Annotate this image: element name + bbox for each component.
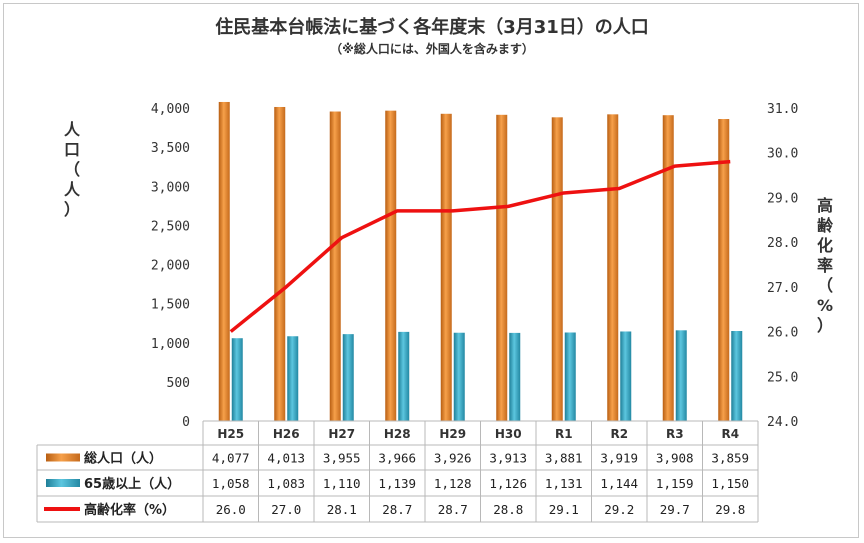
x-tick-label: R4 — [721, 427, 739, 441]
bar-total-population — [607, 114, 619, 421]
bar-65-and-over — [398, 331, 410, 421]
table-cell: 29.1 — [549, 502, 579, 517]
table-cell: 28.7 — [382, 502, 412, 517]
table-cell: 28.1 — [327, 502, 357, 517]
line-aging-rate — [229, 159, 731, 333]
bar-total-population — [718, 119, 730, 421]
y-tick-left: 1,500 — [151, 298, 190, 313]
table-cell: 3,919 — [600, 451, 638, 466]
bar-total-population — [218, 101, 230, 422]
y-axis-label-right: 高齢化率（%） — [816, 196, 834, 335]
y-tick-left: 4,000 — [151, 102, 190, 117]
bar-65-and-over — [453, 332, 465, 421]
table-cell: 1,126 — [489, 476, 527, 491]
x-tick-label: H28 — [384, 427, 411, 441]
table-cell: 3,881 — [545, 451, 583, 466]
bar-65-and-over — [342, 334, 354, 421]
y-tick-left: 3,000 — [151, 180, 190, 195]
chart-subtitle: （※総人口には、外国人を含みます） — [330, 42, 534, 56]
y-tick-right: 30.0 — [767, 147, 798, 162]
legend-swatch — [46, 453, 80, 462]
bar-65-and-over — [675, 330, 687, 421]
y-tick-left: 3,500 — [151, 141, 190, 156]
table-cell: 28.7 — [438, 502, 468, 517]
y-tick-right: 28.0 — [767, 236, 798, 251]
bar-total-population — [274, 106, 286, 421]
legend-label: 65歳以上（人） — [84, 476, 180, 492]
bar-total-population — [496, 114, 508, 422]
chart-title: 住民基本台帳法に基づく各年度末（3月31日）の人口 — [215, 17, 649, 38]
y-tick-right: 25.0 — [767, 370, 798, 385]
x-tick-label: H25 — [217, 427, 244, 441]
bar-65-and-over — [564, 332, 576, 421]
table-cell: 1,058 — [212, 476, 250, 491]
bar-65-and-over — [231, 338, 243, 421]
legend-label: 高齢化率（%） — [84, 502, 175, 518]
y-tick-right: 27.0 — [767, 281, 798, 296]
y-axis-label-left: 人口（人） — [63, 120, 80, 219]
table-cell: 1,150 — [711, 476, 749, 491]
x-tick-label: H30 — [495, 427, 522, 441]
table-cell: 27.0 — [271, 502, 301, 517]
table-cell: 28.8 — [493, 502, 523, 517]
y-tick-left: 2,000 — [151, 259, 190, 274]
y-tick-left: 2,500 — [151, 219, 190, 234]
chart-frame — [3, 3, 859, 538]
table-cell: 4,013 — [267, 451, 305, 466]
y-tick-right: 24.0 — [767, 415, 798, 430]
table-cell: 3,913 — [489, 451, 527, 466]
y-tick-left: 1,000 — [151, 337, 190, 352]
table-cell: 1,128 — [434, 476, 472, 491]
bar-total-population — [385, 110, 397, 422]
y-tick-left: 0 — [182, 415, 190, 430]
bar-65-and-over — [620, 331, 632, 421]
y-tick-left: 500 — [167, 376, 190, 391]
table-cell: 3,955 — [323, 451, 361, 466]
bar-65-and-over — [287, 336, 299, 421]
table-cell: 4,077 — [212, 451, 250, 466]
table-cell: 29.8 — [715, 502, 745, 517]
x-tick-label: R3 — [666, 427, 684, 441]
legend-label: 総人口（人） — [84, 451, 162, 467]
x-tick-label: H29 — [439, 427, 466, 441]
y-tick-right: 29.0 — [767, 191, 798, 206]
bar-total-population — [662, 115, 674, 421]
table-cell: 3,859 — [711, 451, 749, 466]
table-cell: 29.7 — [660, 502, 690, 517]
x-tick-label: R2 — [610, 427, 628, 441]
bar-total-population — [440, 113, 452, 421]
y-tick-right: 31.0 — [767, 102, 798, 117]
bar-total-population — [551, 117, 563, 421]
table-cell: 3,926 — [434, 451, 472, 466]
x-tick-label: H26 — [273, 427, 300, 441]
legend-swatch — [46, 479, 80, 487]
bar-65-and-over — [509, 332, 521, 421]
table-cell: 3,908 — [656, 451, 694, 466]
bar-total-population — [329, 111, 341, 422]
table-cell: 26.0 — [216, 502, 246, 517]
x-tick-label: H27 — [328, 427, 355, 441]
bar-65-and-over — [731, 331, 743, 421]
table-cell: 3,966 — [378, 451, 416, 466]
x-tick-label: R1 — [555, 427, 573, 441]
y-tick-right: 26.0 — [767, 326, 798, 341]
table-cell: 1,139 — [378, 476, 416, 491]
table-cell: 1,159 — [656, 476, 694, 491]
table-cell: 29.2 — [604, 502, 634, 517]
table-cell: 1,110 — [323, 476, 361, 491]
table-cell: 1,083 — [267, 476, 305, 491]
table-cell: 1,144 — [600, 476, 638, 491]
table-cell: 1,131 — [545, 476, 583, 491]
